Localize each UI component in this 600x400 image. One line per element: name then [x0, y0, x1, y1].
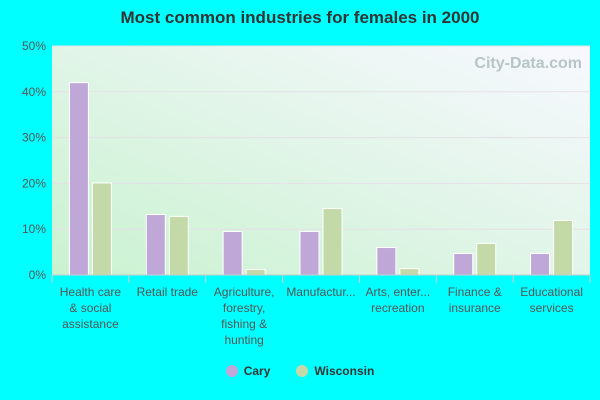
x-tick-label: Agriculture,: [214, 285, 275, 299]
bar-wisconsin: [322, 208, 343, 276]
legend: Cary Wisconsin: [0, 364, 600, 378]
y-tick-label: 30%: [22, 131, 46, 145]
x-tick-label: assistance: [62, 317, 119, 331]
y-tick-label: 50%: [22, 39, 46, 53]
x-tick-label: forestry,: [223, 301, 265, 315]
bar-cary: [376, 247, 397, 276]
bar-wisconsin: [553, 219, 574, 276]
bar-cary: [299, 230, 320, 276]
legend-swatch: [296, 365, 309, 377]
bar-cary: [145, 214, 166, 276]
y-tick-label: 10%: [22, 222, 46, 236]
x-tick-label: recreation: [371, 301, 424, 315]
legend-swatch: [225, 365, 238, 377]
x-tick-label: hunting: [224, 333, 263, 347]
watermark: City-Data.com: [474, 55, 582, 72]
bar-wisconsin: [168, 215, 189, 276]
x-tick-label: Health care: [60, 285, 122, 299]
x-tick-label: fishing &: [221, 317, 267, 331]
x-tick-label: Finance &: [448, 285, 502, 299]
bar-cary: [222, 230, 243, 276]
x-tick-label: Manufactur...: [286, 285, 355, 299]
y-tick-label: 40%: [22, 85, 46, 99]
bar-wisconsin: [91, 182, 112, 276]
x-tick-label: Retail trade: [137, 285, 199, 299]
legend-item: Cary: [225, 364, 271, 378]
legend-label: Cary: [243, 364, 271, 378]
bar-wisconsin: [476, 242, 497, 276]
bar-cary: [530, 252, 551, 276]
bar-cary: [68, 82, 89, 276]
x-tick-label: Educational: [520, 285, 583, 299]
bar-cary: [453, 252, 474, 276]
plot-area: [52, 46, 590, 275]
y-tick-label: 20%: [22, 176, 46, 190]
bar-wisconsin: [399, 268, 420, 276]
x-tick-label: insurance: [449, 301, 501, 315]
x-tick-label: Arts, enter...: [366, 285, 431, 299]
legend-item: Wisconsin: [296, 364, 374, 378]
x-tick-label: & social: [69, 301, 111, 315]
y-tick-label: 0%: [29, 268, 47, 282]
legend-label: Wisconsin: [314, 364, 375, 378]
bar-wisconsin: [245, 269, 266, 276]
x-tick-label: services: [530, 301, 574, 315]
chart-title: Most common industries for females in 20…: [120, 8, 480, 27]
